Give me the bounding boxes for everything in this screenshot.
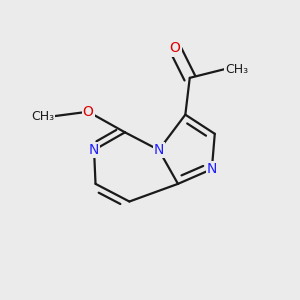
- Text: O: O: [83, 105, 94, 119]
- Text: N: N: [154, 143, 164, 157]
- Text: O: O: [169, 41, 181, 56]
- Text: CH₃: CH₃: [225, 62, 248, 76]
- Text: N: N: [89, 143, 99, 157]
- Text: CH₃: CH₃: [31, 110, 54, 123]
- Text: N: N: [207, 162, 217, 176]
